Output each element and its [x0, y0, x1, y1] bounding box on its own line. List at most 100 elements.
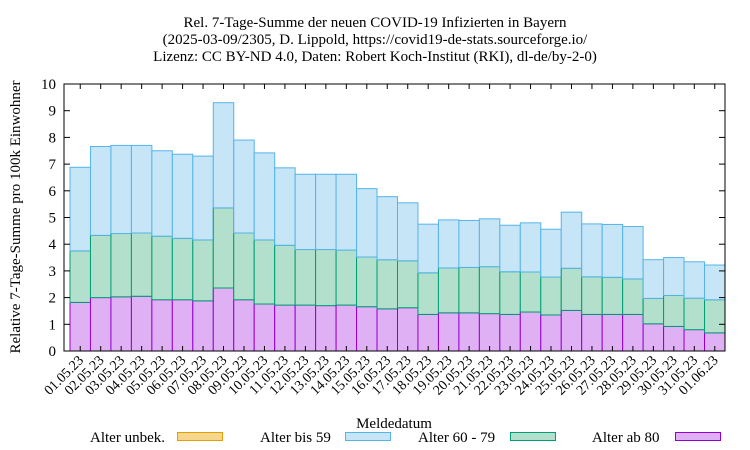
bar-segment: [192, 155, 214, 241]
y-tick-label: 7: [49, 157, 57, 173]
bar-segment: [540, 276, 562, 316]
bar-segment: [130, 144, 153, 234]
bar-segment: [192, 239, 214, 302]
bar-segment: [315, 305, 337, 352]
bar-segment: [212, 207, 235, 289]
bar-segment: [335, 249, 358, 306]
bar-segment: [622, 278, 644, 315]
bar-segment: [294, 173, 317, 251]
bar-segment: [274, 167, 296, 246]
bar-segment: [376, 196, 398, 261]
bar-segment: [294, 249, 317, 306]
bars-layer: [69, 102, 726, 352]
bar-segment: [171, 237, 194, 301]
bar-segment: [274, 244, 296, 306]
y-tick-label: 3: [49, 264, 57, 280]
bar-segment: [171, 299, 194, 352]
bar-segment: [601, 313, 624, 352]
bar-segment: [581, 276, 603, 315]
legend-swatch-unknown: [177, 432, 223, 441]
bar-segment: [130, 295, 153, 352]
bar-segment: [110, 144, 132, 235]
bar-segment: [233, 299, 255, 352]
bar-segment: [560, 211, 583, 269]
bar-segment: [601, 276, 624, 315]
chart-title-line-1: Rel. 7-Tage-Summe der neuen COVID-19 Inf…: [183, 15, 567, 31]
y-tick-label: 10: [41, 77, 56, 93]
bar-segment: [69, 301, 91, 352]
bar-segment: [499, 313, 521, 352]
bar-segment: [642, 259, 665, 299]
bar-segment: [397, 307, 419, 352]
y-tick-label: 8: [49, 130, 57, 146]
bar-segment: [704, 264, 726, 301]
y-tick-label: 5: [49, 211, 57, 227]
y-tick-label: 1: [49, 317, 57, 333]
bar-segment: [540, 228, 562, 278]
legend-swatch-bis-59: [345, 432, 391, 441]
bar-segment: [683, 297, 706, 331]
bar-segment: [683, 261, 706, 299]
bar-segment: [704, 299, 726, 334]
y-axis: 0 1 2 3 4 5 6 7 8 9 10: [41, 77, 725, 360]
bar-segment: [437, 267, 460, 314]
bar-segment: [560, 309, 583, 352]
bar-segment: [89, 297, 112, 352]
legend-swatch-ab-80: [675, 432, 721, 441]
bar-segment: [233, 232, 255, 301]
y-axis-label: Relative 7-Tage-Summe pro 100k Einwohner: [8, 80, 24, 353]
bar-segment: [69, 166, 91, 252]
bar-segment: [499, 224, 521, 273]
bar-segment: [69, 250, 91, 303]
bar-segment: [89, 234, 112, 299]
bar-segment: [89, 145, 112, 236]
bar-segment: [519, 311, 542, 352]
bar-segment: [622, 226, 644, 280]
bar-segment: [335, 304, 358, 352]
bar-segment: [192, 300, 214, 352]
bar-segment: [642, 297, 665, 325]
bar-segment: [110, 296, 132, 352]
bar-segment: [458, 312, 480, 352]
bar-segment: [397, 202, 419, 262]
bar-segment: [376, 308, 398, 352]
bar-segment: [478, 266, 501, 315]
bar-segment: [253, 152, 276, 241]
bar-segment: [151, 235, 173, 301]
bar-segment: [478, 313, 501, 352]
bar-segment: [356, 306, 378, 352]
bar-segment: [622, 313, 644, 352]
bar-segment: [335, 173, 358, 251]
bar-segment: [212, 102, 235, 209]
bar-segment: [110, 233, 132, 298]
bar-segment: [601, 223, 624, 278]
bar-segment: [376, 259, 398, 310]
bar-segment: [253, 303, 276, 352]
bar-segment: [519, 271, 542, 313]
bar-segment: [581, 313, 603, 352]
bar-segment: [458, 219, 480, 268]
bar-segment: [417, 272, 439, 315]
bar-segment: [663, 294, 685, 327]
legend-label-ab-80: Alter ab 80: [592, 430, 660, 446]
bar-segment: [499, 271, 521, 315]
bar-segment: [437, 312, 460, 352]
bar-segment: [560, 267, 583, 311]
bar-segment: [437, 219, 460, 269]
legend-label-60-79: Alter 60 - 79: [418, 430, 496, 446]
bar-segment: [478, 218, 501, 268]
bar-segment: [315, 173, 337, 251]
bar-segment: [151, 299, 173, 352]
bar-segment: [540, 314, 562, 352]
bar-segment: [458, 266, 480, 314]
y-tick-label: 2: [49, 291, 57, 307]
bar-segment: [253, 239, 276, 305]
bar-segment: [294, 304, 317, 352]
y-tick-label: 0: [49, 344, 57, 360]
bar-segment: [417, 313, 439, 352]
y-tick-label: 4: [49, 237, 57, 253]
bar-segment: [212, 287, 235, 352]
legend-label-unknown: Alter unbek.: [90, 430, 165, 446]
bar-segment: [417, 223, 439, 274]
bar-segment: [663, 257, 685, 296]
